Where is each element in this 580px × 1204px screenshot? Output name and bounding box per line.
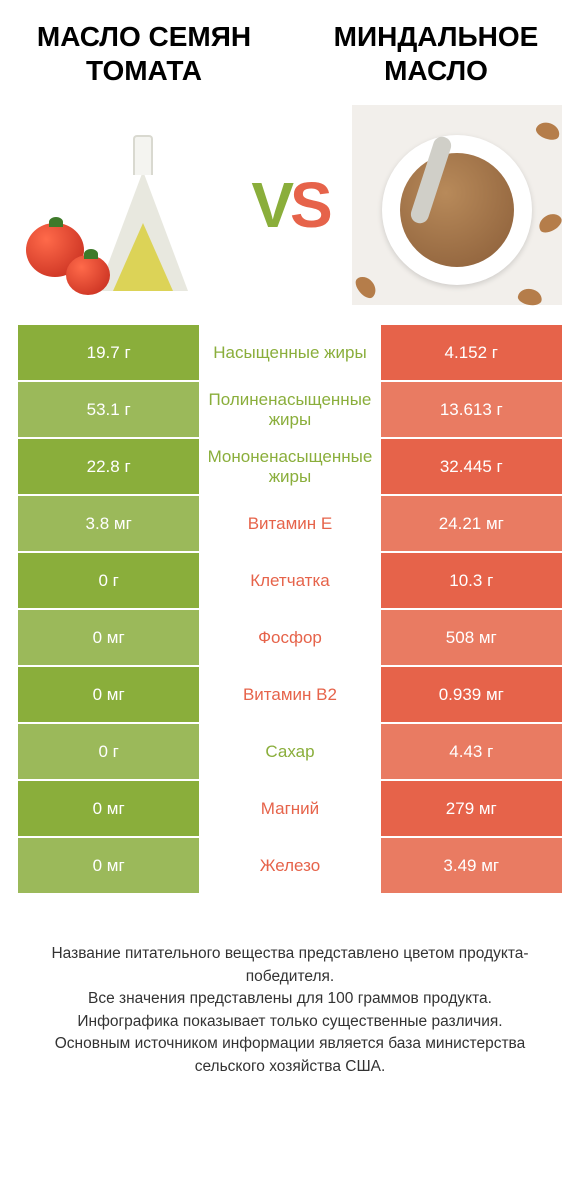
tomato-icon — [66, 255, 110, 295]
footer-line: Название питательного вещества представл… — [32, 943, 548, 988]
titles-row: МАСЛО СЕМЯН ТОМАТА МИНДАЛЬНОЕ МАСЛО — [18, 20, 562, 87]
left-value: 3.8 мг — [18, 496, 199, 551]
table-row: 0 мгВитамин B20.939 мг — [18, 667, 562, 724]
left-value: 19.7 г — [18, 325, 199, 380]
left-value: 22.8 г — [18, 439, 199, 494]
nutrient-label: Клетчатка — [199, 553, 380, 608]
left-value: 0 г — [18, 724, 199, 779]
right-value: 4.152 г — [381, 325, 562, 380]
table-row: 0 мгЖелезо3.49 мг — [18, 838, 562, 895]
nutrient-label: Сахар — [199, 724, 380, 779]
nutrient-label: Фосфор — [199, 610, 380, 665]
right-value: 4.43 г — [381, 724, 562, 779]
table-row: 0 гКлетчатка10.3 г — [18, 553, 562, 610]
infographic-container: МАСЛО СЕМЯН ТОМАТА МИНДАЛЬНОЕ МАСЛО VS — [0, 0, 580, 1078]
nutrient-label: Насыщенные жиры — [199, 325, 380, 380]
left-value: 0 мг — [18, 610, 199, 665]
table-row: 0 гСахар4.43 г — [18, 724, 562, 781]
comparison-table: 19.7 гНасыщенные жиры4.152 г53.1 гПолине… — [18, 325, 562, 895]
nutrient-label: Витамин B2 — [199, 667, 380, 722]
right-value: 508 мг — [381, 610, 562, 665]
left-value: 53.1 г — [18, 382, 199, 437]
nutrient-label: Железо — [199, 838, 380, 893]
right-value: 13.613 г — [381, 382, 562, 437]
table-row: 3.8 мгВитамин E24.21 мг — [18, 496, 562, 553]
right-value: 32.445 г — [381, 439, 562, 494]
table-row: 0 мгМагний279 мг — [18, 781, 562, 838]
table-row: 19.7 гНасыщенные жиры4.152 г — [18, 325, 562, 382]
left-value: 0 мг — [18, 838, 199, 893]
footer-notes: Название питательного вещества представл… — [18, 943, 562, 1078]
vs-v: V — [251, 169, 290, 241]
left-value: 0 г — [18, 553, 199, 608]
left-value: 0 мг — [18, 781, 199, 836]
right-value: 279 мг — [381, 781, 562, 836]
oil-flask-icon — [98, 135, 188, 295]
left-product-image — [18, 105, 228, 305]
table-row: 22.8 гМононенасыщенные жиры32.445 г — [18, 439, 562, 496]
vs-s: S — [290, 169, 329, 241]
images-row: VS — [18, 105, 562, 305]
nutrient-label: Мононенасыщенные жиры — [199, 439, 380, 494]
right-value: 10.3 г — [381, 553, 562, 608]
nutrient-label: Витамин E — [199, 496, 380, 551]
right-value: 24.21 мг — [381, 496, 562, 551]
left-product-title: МАСЛО СЕМЯН ТОМАТА — [18, 20, 270, 87]
right-product-image — [352, 105, 562, 305]
vs-label: VS — [251, 168, 328, 242]
nutrient-label: Полиненасыщенные жиры — [199, 382, 380, 437]
right-value: 3.49 мг — [381, 838, 562, 893]
right-value: 0.939 мг — [381, 667, 562, 722]
left-value: 0 мг — [18, 667, 199, 722]
footer-line: Основным источником информации является … — [32, 1033, 548, 1078]
table-row: 0 мгФосфор508 мг — [18, 610, 562, 667]
table-row: 53.1 гПолиненасыщенные жиры13.613 г — [18, 382, 562, 439]
footer-line: Все значения представлены для 100 граммо… — [32, 988, 548, 1010]
footer-line: Инфографика показывает только существенн… — [32, 1011, 548, 1033]
nutrient-label: Магний — [199, 781, 380, 836]
right-product-title: МИНДАЛЬНОЕ МАСЛО — [310, 20, 562, 87]
